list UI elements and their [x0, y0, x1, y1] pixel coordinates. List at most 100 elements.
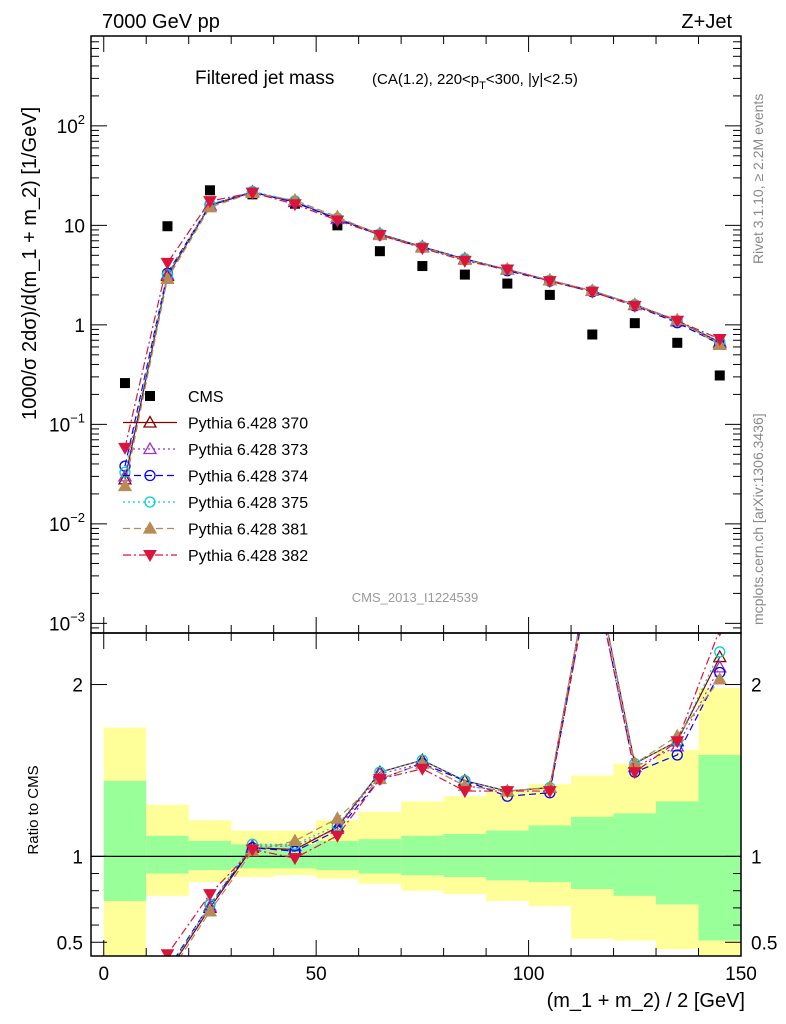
- inner-uncertainty-band: [656, 801, 699, 905]
- inner-uncertainty-band: [443, 834, 487, 877]
- inner-uncertainty-band: [103, 780, 147, 902]
- y-tick-base: 1: [74, 316, 85, 337]
- data-point: [117, 478, 133, 492]
- legend-marker: [144, 469, 156, 482]
- data-point: [204, 185, 215, 196]
- y-tick-label: 102: [57, 112, 85, 138]
- ratio-data-point: [712, 660, 727, 673]
- data-point: [119, 378, 130, 389]
- ratio-data-point: [627, 767, 642, 780]
- ratio-bands: [91, 687, 741, 956]
- ratio-data-point: [671, 749, 683, 761]
- inner-uncertainty-band: [698, 754, 741, 941]
- ratio-data-point: [587, 551, 597, 561]
- ratio-data-point: [542, 786, 557, 799]
- legend-marker: [143, 550, 157, 563]
- data-point: [330, 215, 345, 228]
- ratio-data-point: [586, 550, 598, 561]
- header-left-label: 7000 GeV pp: [102, 11, 220, 33]
- ratio-data-point: [586, 550, 598, 561]
- main-subtitle-head: (CA(1.2), 220<p: [372, 71, 479, 88]
- data-point: [459, 269, 470, 280]
- ratio-data-point: [330, 830, 345, 843]
- ratio-data-point: [119, 1007, 131, 1018]
- data-point: [712, 334, 727, 347]
- inner-uncertainty-band: [188, 840, 232, 871]
- inner-uncertainty-band: [316, 840, 359, 871]
- ratio-data-point: [161, 971, 173, 982]
- ratio-data-point: [627, 756, 642, 769]
- data-point: [288, 199, 302, 212]
- x-axis-label: (m_1 + m_2) / 2 [GeV]: [547, 990, 745, 1012]
- data-point: [500, 264, 515, 277]
- legend-label: Pythia 6.428 373: [188, 442, 308, 459]
- ratio-data-point: [373, 774, 387, 787]
- y-tick-exponent: 2: [78, 112, 85, 127]
- ratio-data-point: [120, 997, 130, 1007]
- y-tick-base: 10: [49, 614, 70, 635]
- main-marks: [117, 184, 727, 492]
- main-panel: CMS Pythia 6.428 370 Pythia 6.428 373 Pythi…: [19, 35, 742, 636]
- y-tick-exponent: −3: [70, 609, 85, 624]
- y-tick-base: 10: [64, 216, 85, 237]
- ratio-data-point: [160, 949, 175, 956]
- x-tick-label: 100: [513, 964, 545, 985]
- mcplots-label: mcplots.cern.ch [arXiv:1306.3436]: [750, 413, 766, 625]
- inner-uncertainty-band: [613, 813, 657, 896]
- ratio-data-point: [287, 833, 303, 847]
- ratio-data-point: [202, 904, 218, 917]
- series-0: [119, 185, 725, 389]
- y-tick-base: 10: [49, 515, 70, 536]
- main-subtitle: (CA(1.2), 220<pT<300, |y|<2.5): [372, 71, 578, 92]
- data-point: [714, 370, 725, 381]
- ratio-data-point: [457, 786, 472, 799]
- ratio-data-point: [586, 561, 598, 572]
- legend-marker: [142, 441, 158, 455]
- ratio-y-tick-label: 2: [72, 676, 83, 697]
- header-right-label: Z+Jet: [681, 11, 732, 33]
- data-point: [417, 261, 428, 272]
- x-tick-label: 150: [725, 964, 757, 985]
- y-tick-label: 1: [74, 316, 85, 337]
- legend-label: CMS: [188, 389, 224, 406]
- ratio-data-point: [714, 646, 726, 658]
- ratio-data-point: [161, 967, 173, 978]
- legend-marker: [142, 521, 158, 534]
- ratio-data-point: [119, 1002, 131, 1013]
- data-point: [587, 329, 598, 340]
- y-tick-base: 10: [57, 117, 78, 138]
- inner-uncertainty-band: [146, 835, 189, 874]
- inner-uncertainty-band: [528, 825, 572, 883]
- ratio-data-point: [670, 736, 685, 749]
- y-tick-base: 10: [49, 415, 70, 436]
- data-point: [119, 466, 131, 478]
- data-point: [629, 318, 640, 329]
- main-title: Filtered jet mass: [195, 68, 334, 89]
- ratio-y-tick-label-right: 0.5: [751, 933, 777, 954]
- ratio-data-point: [162, 965, 172, 975]
- data-point: [162, 221, 173, 232]
- legend-label: Pythia 6.428 370: [188, 416, 308, 433]
- inner-uncertainty-band: [486, 830, 529, 881]
- rivet-label: Rivet 3.1.10, ≥ 2.2M events: [750, 94, 766, 264]
- ratio-data-point: [500, 786, 515, 799]
- ratio-data-point: [119, 986, 131, 997]
- y-tick-exponent: −2: [70, 510, 85, 525]
- legend: CMS Pythia 6.428 370 Pythia 6.428 373 Pythi…: [123, 389, 308, 565]
- analysis-watermark: CMS_2013_I1224539: [352, 590, 479, 605]
- series-6: [118, 187, 727, 455]
- y-tick-label: 10−3: [49, 609, 85, 635]
- data-point: [373, 230, 387, 243]
- data-point: [160, 257, 175, 270]
- legend-label: Pythia 6.428 375: [188, 495, 308, 512]
- ratio-series-line: [175, 633, 721, 956]
- ratio-series-5: [119, 561, 722, 997]
- x-tick-labels: 0 50 100 150: [98, 964, 756, 985]
- inner-uncertainty-band: [401, 835, 444, 876]
- ratio-data-point: [587, 559, 597, 569]
- ratio-y-axis-label: Ratio to CMS: [25, 765, 42, 854]
- main-subtitle-subscript: T: [479, 80, 486, 92]
- ratio-data-point: [203, 889, 217, 902]
